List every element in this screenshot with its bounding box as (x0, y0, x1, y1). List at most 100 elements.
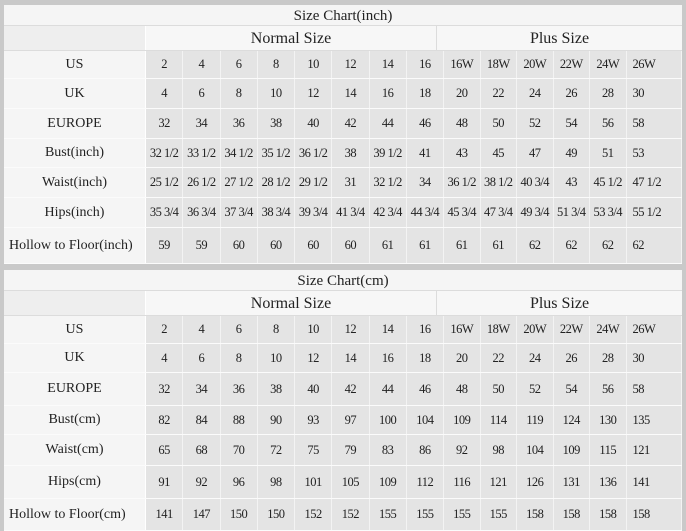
table-cell: 60 (257, 228, 295, 263)
row-label: Waist(cm) (4, 435, 146, 465)
table-cell: 60 (332, 228, 370, 263)
table-row: Waist(inch) 25 1/2 26 1/2 27 1/2 28 1/2 29 1/… (4, 168, 682, 198)
table-cell: 121 (480, 466, 517, 498)
table-cell: 38 3/4 (257, 198, 295, 227)
table-cell: 53 3/4 (590, 198, 627, 227)
table-cell: 10 (257, 344, 295, 372)
table-cell: 42 (332, 373, 370, 405)
table-row: Hips(inch) 35 3/4 36 3/4 37 3/4 38 3/4 39 3/4… (4, 198, 682, 228)
table-cell: 16 (406, 51, 444, 78)
table-cell: 6 (220, 316, 258, 343)
table-cell: 104 (406, 406, 444, 434)
table-cell: 48 (444, 373, 481, 405)
table-cell: 22 (480, 344, 517, 372)
table-cell: 4 (183, 51, 221, 78)
table-cell: 32 1/2 (369, 168, 407, 197)
table-cell: 70 (220, 435, 258, 465)
plus-size-header: Plus Size (437, 291, 682, 315)
table-cell: 75 (295, 435, 333, 465)
table-cell: 32 (146, 109, 184, 138)
table-cell: 109 (369, 466, 407, 498)
row-label: EUROPE (4, 109, 146, 138)
table-cell: 8 (220, 344, 258, 372)
row-label: Hollow to Floor(inch) (4, 228, 146, 263)
table-cell: 98 (480, 435, 517, 465)
header-blank-cell (4, 291, 146, 315)
table-cell: 37 3/4 (220, 198, 258, 227)
table-cell: 18W (480, 51, 517, 78)
table-cell: 38 1/2 (480, 168, 517, 197)
table-cell: 150 (220, 499, 258, 530)
table-cell: 40 (295, 109, 333, 138)
table-cell: 26W (626, 51, 682, 78)
table-cell: 93 (295, 406, 333, 434)
table-cell: 40 (295, 373, 333, 405)
table-cell: 14 (332, 344, 370, 372)
table-cell: 6 (183, 344, 221, 372)
table-row: US 2 4 6 8 10 12 14 16 16W 18W 20W 22W 24W 26W (4, 51, 682, 79)
table-cell: 100 (369, 406, 407, 434)
table-cell: 38 (332, 139, 370, 167)
table-cell: 158 (590, 499, 627, 530)
table-cell: 51 (590, 139, 627, 167)
table-cell: 147 (183, 499, 221, 530)
table-cell: 8 (257, 316, 295, 343)
size-chart-cm: Size Chart(cm) Normal Size Plus Size US 2… (4, 270, 682, 531)
table-cell: 12 (332, 51, 370, 78)
table-cell: 25 1/2 (146, 168, 184, 197)
table-cell: 60 (220, 228, 258, 263)
table-cell: 90 (257, 406, 295, 434)
table-cell: 119 (517, 406, 554, 434)
table-cell: 158 (626, 499, 682, 530)
table-row: UK 4 6 8 10 12 14 16 18 20 22 24 26 28 30 (4, 79, 682, 109)
table-row: UK 4 6 8 10 12 14 16 18 20 22 24 26 28 30 (4, 344, 682, 373)
table-cell: 105 (332, 466, 370, 498)
table-cell: 31 (332, 168, 370, 197)
table-cell: 88 (220, 406, 258, 434)
table-cell: 158 (517, 499, 554, 530)
table-cell: 39 3/4 (295, 198, 333, 227)
table-cell: 26 (553, 79, 590, 108)
table-cell: 20W (517, 51, 554, 78)
table-cell: 36 1/2 (295, 139, 333, 167)
table-cell: 38 (257, 373, 295, 405)
table-cell: 97 (332, 406, 370, 434)
table-cell: 54 (553, 373, 590, 405)
table-cell: 158 (553, 499, 590, 530)
table-cell: 152 (295, 499, 333, 530)
table-cell: 47 3/4 (480, 198, 517, 227)
table-cell: 136 (590, 466, 627, 498)
row-label: Hips(cm) (4, 466, 146, 498)
table-cell: 8 (220, 79, 258, 108)
table-cell: 114 (480, 406, 517, 434)
table-cell: 141 (626, 466, 682, 498)
table-cell: 82 (146, 406, 184, 434)
table-cell: 26 1/2 (183, 168, 221, 197)
table-cell: 115 (590, 435, 627, 465)
table-cell: 104 (517, 435, 554, 465)
table-cell: 4 (146, 79, 184, 108)
table-cell: 36 (220, 109, 258, 138)
table-cell: 40 3/4 (517, 168, 554, 197)
table-cell: 8 (257, 51, 295, 78)
table-row: Bust(inch) 32 1/2 33 1/2 34 1/2 35 1/2 36 1/2… (4, 139, 682, 168)
table-cell: 32 1/2 (146, 139, 184, 167)
row-label: US (4, 316, 146, 343)
row-label: UK (4, 79, 146, 108)
table-cell: 44 (369, 109, 407, 138)
table-cell: 12 (295, 344, 333, 372)
table-cell: 35 3/4 (146, 198, 184, 227)
table-cell: 20 (444, 344, 481, 372)
table-cell: 28 1/2 (257, 168, 295, 197)
table-cell: 47 (517, 139, 554, 167)
plus-size-header: Plus Size (437, 26, 682, 50)
table-cell: 38 (257, 109, 295, 138)
table-cell: 20W (517, 316, 554, 343)
table-cell: 49 3/4 (517, 198, 554, 227)
table-cell: 72 (257, 435, 295, 465)
table-cell: 116 (444, 466, 481, 498)
table-cell: 27 1/2 (220, 168, 258, 197)
table-cell: 43 (444, 139, 481, 167)
table-cell: 59 (146, 228, 184, 263)
table-cell: 22 (480, 79, 517, 108)
